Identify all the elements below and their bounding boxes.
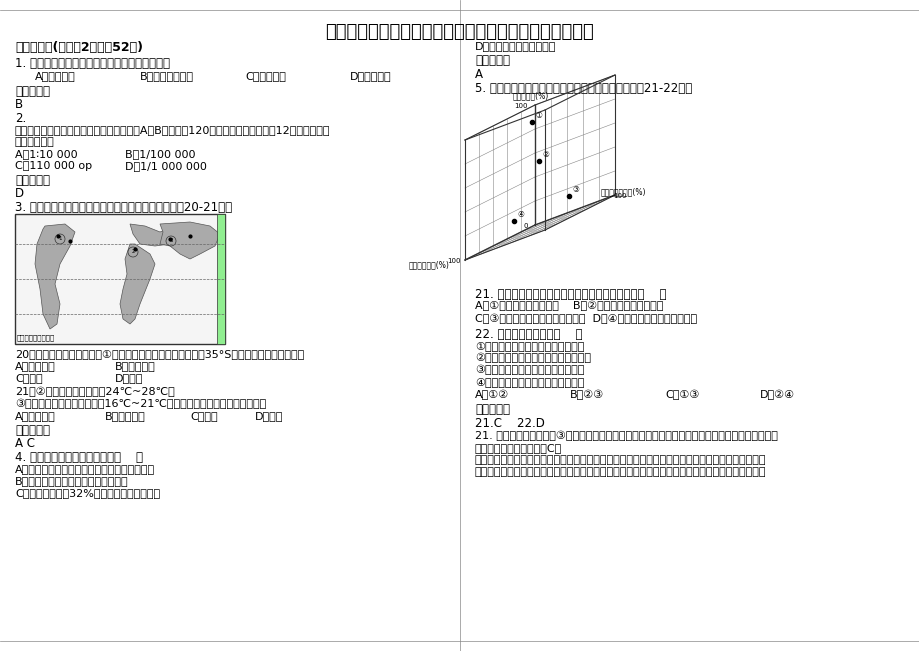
- Text: 21. 由题中图可以看出，③地以种植业为主，商品率低，是季风水田农业，主要分布在亚洲季风区，: 21. 由题中图可以看出，③地以种植业为主，商品率低，是季风水田农业，主要分布在…: [474, 431, 777, 441]
- Text: 3: 3: [169, 238, 173, 243]
- Text: 5. 如图为四个地区农业发展的基本情况统计图，完成21-22题。: 5. 如图为四个地区农业发展的基本情况统计图，完成21-22题。: [474, 82, 691, 95]
- Text: 某气候类型分布地区: 某气候类型分布地区: [17, 335, 55, 341]
- Text: C．③一季风水田农业一湄南河平原  D．④一商品谷物农业一城市近郊: C．③一季风水田农业一湄南河平原 D．④一商品谷物农业一城市近郊: [474, 314, 697, 324]
- Text: 谷物种植业比重(%): 谷物种植业比重(%): [599, 187, 645, 197]
- Text: D．洋流: D．洋流: [115, 373, 143, 383]
- Polygon shape: [35, 224, 75, 329]
- Text: D．1/1 000 000: D．1/1 000 000: [125, 161, 207, 171]
- Text: 一幅残破地图，比例尺已失去，但知地面上A、B两地相距120千米，图上两地相距为12厘米，这幅地: 一幅残破地图，比例尺已失去，但知地面上A、B两地相距120千米，图上两地相距为1…: [15, 125, 330, 135]
- Text: 参考答案：: 参考答案：: [15, 174, 50, 187]
- Text: 亚人口稠密，劳动力丰富；水稻年产高。重测水稻种植区是世界人口最密集的地区，人均耕地少，故: 亚人口稠密，劳动力丰富；水稻年产高。重测水稻种植区是世界人口最密集的地区，人均耕…: [474, 467, 766, 477]
- Text: 水稻种植业是一种劳动密集型农业，劳动强度大，需要投入大量劳动来精耕细作。东亚、东南亚、南: 水稻种植业是一种劳动密集型农业，劳动强度大，需要投入大量劳动来精耕细作。东亚、东…: [474, 455, 766, 465]
- Text: B．1/100 000: B．1/100 000: [125, 149, 196, 159]
- Text: 参考答案：: 参考答案：: [15, 424, 50, 437]
- Text: A．海陆分布: A．海陆分布: [15, 361, 56, 371]
- Text: B．海陆位置: B．海陆位置: [105, 411, 145, 421]
- Text: C．洋流: C．洋流: [190, 411, 218, 421]
- Text: B．固体淡水资源: B．固体淡水资源: [140, 71, 194, 81]
- Text: B．②③: B．②③: [570, 390, 604, 400]
- Text: ②地市场适应性强，形成良胜生态系统: ②地市场适应性强，形成良胜生态系统: [474, 353, 590, 363]
- Text: 2.: 2.: [15, 112, 27, 125]
- Text: A．①②: A．①②: [474, 390, 509, 400]
- Text: ③地区西海岸最热月均温约为16℃~21℃，导致这种气温差别的主要因素是: ③地区西海岸最热月均温约为16℃~21℃，导致这种气温差别的主要因素是: [15, 399, 266, 409]
- Text: 2: 2: [131, 249, 134, 255]
- Text: 3. 下图示意世界某种气候类型的局部分布地区，完成20-21题。: 3. 下图示意世界某种气候类型的局部分布地区，完成20-21题。: [15, 201, 232, 214]
- Text: ③: ③: [572, 186, 579, 194]
- Polygon shape: [130, 224, 180, 246]
- Text: B．两河流域是指阿姆河和锡尔河流域: B．两河流域是指阿姆河和锡尔河流域: [15, 476, 129, 486]
- Text: A．①一游牧业一青藏高原    B．②一混合农业一华北平原: A．①一游牧业一青藏高原 B．②一混合农业一华北平原: [474, 301, 663, 311]
- Text: C．①③: C．①③: [664, 390, 698, 400]
- Text: A C: A C: [15, 437, 35, 450]
- Text: 21.C    22.D: 21.C 22.D: [474, 417, 544, 430]
- Text: ④地农业生产规模小，机械化程度低: ④地农业生产规模小，机械化程度低: [474, 377, 584, 387]
- Text: 100: 100: [514, 103, 527, 109]
- Text: 参考答案：: 参考答案：: [474, 54, 509, 67]
- Text: 21. 四地区所属的农业地域类型及其分布区可能是（    ）: 21. 四地区所属的农业地域类型及其分布区可能是（ ）: [474, 288, 665, 301]
- Text: A．动物资源: A．动物资源: [35, 71, 75, 81]
- Text: A．濒临黑海、地中海、红海、阿拉伯海、里海: A．濒临黑海、地中海、红海、阿拉伯海、里海: [15, 464, 155, 474]
- Text: 100: 100: [613, 193, 626, 199]
- Text: 参考答案：: 参考答案：: [15, 85, 50, 98]
- Text: B．纬度位置: B．纬度位置: [115, 361, 155, 371]
- Text: 四川省攀枝花市总发中学高二地理下学期期末试卷含解析: 四川省攀枝花市总发中学高二地理下学期期末试卷含解析: [325, 23, 594, 41]
- Text: 一、选择题(每小题2分，共52分): 一、选择题(每小题2分，共52分): [15, 41, 142, 54]
- Text: 0: 0: [523, 223, 528, 229]
- Text: ④: ④: [516, 210, 524, 219]
- Text: ①地牲畜以牛、羊为主，为粗放农业: ①地牲畜以牛、羊为主，为粗放农业: [474, 341, 584, 351]
- Polygon shape: [119, 244, 154, 324]
- Text: 1. 南极洲的自然资源丰富，储量居世界首位的是: 1. 南极洲的自然资源丰富，储量居世界首位的是: [15, 57, 170, 70]
- Text: C．地形: C．地形: [15, 373, 42, 383]
- Text: 22. 下列说法正确的是（    ）: 22. 下列说法正确的是（ ）: [474, 328, 582, 341]
- Text: 图的比例尺为: 图的比例尺为: [15, 137, 55, 147]
- Text: C．死海盐度高达32%，是世界盐度最高的海: C．死海盐度高达32%，是世界盐度最高的海: [15, 488, 160, 498]
- Bar: [15, 214, 225, 344]
- Text: C．煤矿资源: C．煤矿资源: [244, 71, 286, 81]
- Text: A．1∶10 000: A．1∶10 000: [15, 149, 77, 159]
- Text: 参考答案：: 参考答案：: [474, 403, 509, 416]
- Text: 1: 1: [58, 236, 62, 242]
- Text: B: B: [15, 98, 23, 111]
- Text: D: D: [15, 187, 24, 200]
- Text: 21．②地区最热月均温约为24℃~28℃，: 21．②地区最热月均温约为24℃~28℃，: [15, 387, 175, 397]
- Text: D．铁矿资源: D．铁矿资源: [349, 71, 391, 81]
- Text: A．纬度位置: A．纬度位置: [15, 411, 56, 421]
- Text: 畜牧业比重(%): 畜牧业比重(%): [512, 92, 549, 100]
- Text: A: A: [474, 68, 482, 81]
- Text: C．110 000 op: C．110 000 op: [15, 161, 92, 171]
- Text: 包括恒河三角洲。故选：C。: 包括恒河三角洲。故选：C。: [474, 443, 562, 453]
- Text: D．国家都属于阿拉伯国家: D．国家都属于阿拉伯国家: [474, 41, 556, 51]
- Text: 农产品商品率(%): 农产品商品率(%): [408, 261, 449, 270]
- Bar: [217, 214, 225, 344]
- Text: ②: ②: [542, 150, 549, 159]
- Text: 20．该气候的分布地区中，①地区的分布最高纬度较低（低于35°S），其主要的影响因素是: 20．该气候的分布地区中，①地区的分布最高纬度较低（低于35°S），其主要的影响…: [15, 349, 304, 359]
- Text: ①: ①: [535, 111, 542, 120]
- Text: 4. 关于西亚的叙述，正确的是（    ）: 4. 关于西亚的叙述，正确的是（ ）: [15, 451, 142, 464]
- Text: 100: 100: [447, 258, 460, 264]
- Text: D．地形: D．地形: [255, 411, 283, 421]
- Text: D．②④: D．②④: [759, 390, 794, 400]
- Text: ③地产品运输对冷藏保鲜技术要求高: ③地产品运输对冷藏保鲜技术要求高: [474, 365, 584, 376]
- Polygon shape: [160, 222, 220, 259]
